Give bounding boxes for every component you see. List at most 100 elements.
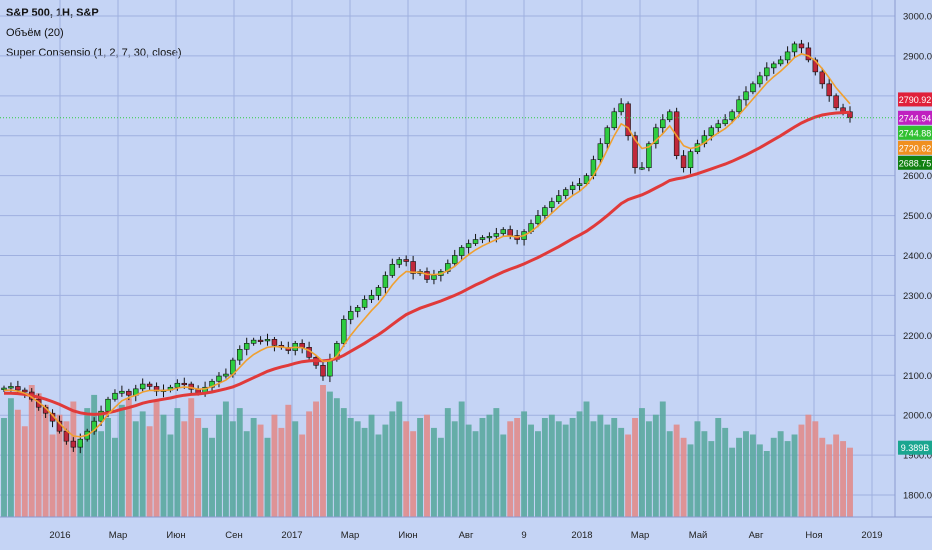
volume-bar [333, 398, 340, 517]
candle-down [805, 47, 812, 61]
candle-down [299, 343, 305, 348]
volume-label: 9.389B [898, 440, 932, 455]
volume-bar [562, 424, 569, 517]
candle-up [750, 83, 756, 93]
volume-bar [368, 414, 375, 517]
volume-bar [389, 411, 396, 517]
candle-up [431, 275, 437, 280]
volume-bar [430, 427, 437, 517]
volume-bar [451, 421, 458, 517]
volume-bar [791, 434, 798, 517]
volume-bar [826, 444, 833, 517]
volume-bar [701, 431, 708, 517]
candle-up [237, 349, 243, 361]
candle-up [389, 263, 396, 276]
candle-up [347, 311, 354, 320]
volume-bar [292, 421, 299, 517]
candle-down [70, 440, 77, 448]
volume-bar [458, 401, 465, 517]
price-label-text: 2688.75 [899, 158, 932, 168]
volume-label-bg [898, 440, 932, 455]
y-tick-label: 2000.00 [903, 411, 932, 422]
candle-down [126, 390, 132, 396]
price-label: 2720.62 [898, 140, 932, 155]
candle-up [119, 390, 125, 394]
candle-up [757, 75, 763, 85]
candle-up [611, 111, 617, 129]
volume-bar [21, 426, 28, 517]
volume-bar [14, 409, 21, 517]
volume-bar [299, 434, 306, 517]
volume-bar [98, 431, 105, 517]
price-label-text: 2790.92 [899, 95, 932, 105]
candle-up [486, 236, 493, 239]
candle-up [382, 275, 389, 288]
volume-bar [555, 421, 562, 517]
candle-down [146, 383, 153, 387]
volume-bar [680, 437, 687, 517]
candle-down [271, 339, 278, 346]
price-axis-bg [895, 0, 932, 550]
candle-up [576, 183, 583, 186]
candle-down [673, 111, 680, 156]
candle-up [708, 127, 715, 137]
volume-bar [645, 421, 652, 517]
candle-up [777, 59, 784, 65]
candle-down [257, 339, 264, 342]
volume-bar [583, 401, 590, 517]
candle-up [452, 255, 458, 264]
volume-bars [1, 385, 853, 517]
candle-up [666, 111, 673, 121]
candle-down [826, 83, 832, 97]
volume-bar [472, 431, 479, 517]
volume-bar [146, 426, 153, 517]
candle-down [181, 382, 188, 386]
candle-up [784, 51, 791, 61]
volume-bar [652, 414, 659, 517]
candle-down [833, 95, 839, 109]
volume-bar [63, 421, 70, 517]
volume-bar [105, 418, 111, 517]
time-axis[interactable]: 2016 Мар Июн Сен 2017 Мар Июн Авг 9 2018 Мар Май Авг… [0, 516, 932, 550]
price-label-bg [898, 155, 932, 170]
volume-bar [417, 418, 424, 517]
y-tick-label: 2600.00 [903, 171, 932, 182]
y-tick-label: 2300.00 [903, 291, 932, 302]
volume-bar [403, 421, 410, 517]
x-tick-label: Июн [166, 530, 185, 541]
volume-bar [112, 437, 118, 517]
volume-bar [153, 401, 160, 517]
volume-bar [798, 424, 805, 517]
y-tick-label: 2500.00 [903, 211, 932, 222]
candle-up [535, 215, 541, 224]
volume-bar [257, 424, 264, 517]
candle-up [646, 143, 652, 168]
price-label-bg [898, 92, 932, 107]
volume-bar [763, 451, 770, 517]
volume-bar [673, 424, 680, 517]
volume-bar [444, 408, 451, 517]
x-tick-label: 2017 [281, 530, 302, 541]
volume-bar [805, 414, 812, 517]
candle-up [583, 175, 590, 184]
candle-down [410, 261, 416, 274]
volume-indicator-label[interactable]: Объём (20) [6, 27, 64, 39]
volume-bar [424, 414, 430, 517]
candle-up [604, 127, 611, 145]
candle-up [556, 195, 562, 202]
candle-up [653, 127, 659, 145]
volume-bar [174, 408, 181, 517]
volume-bar [7, 398, 14, 517]
candle-up [223, 373, 229, 377]
candle-down [798, 43, 805, 49]
price-axis[interactable]: 3000.002900.002800.002700.002600.002500.… [894, 0, 932, 550]
price-label-bg [898, 140, 932, 155]
candle-up [243, 343, 250, 350]
candle-down [153, 386, 160, 392]
volume-bar [819, 437, 826, 517]
volume-bar [195, 418, 202, 517]
candle-up [341, 319, 347, 344]
volume-bar [209, 437, 215, 517]
candle-up [105, 398, 111, 412]
